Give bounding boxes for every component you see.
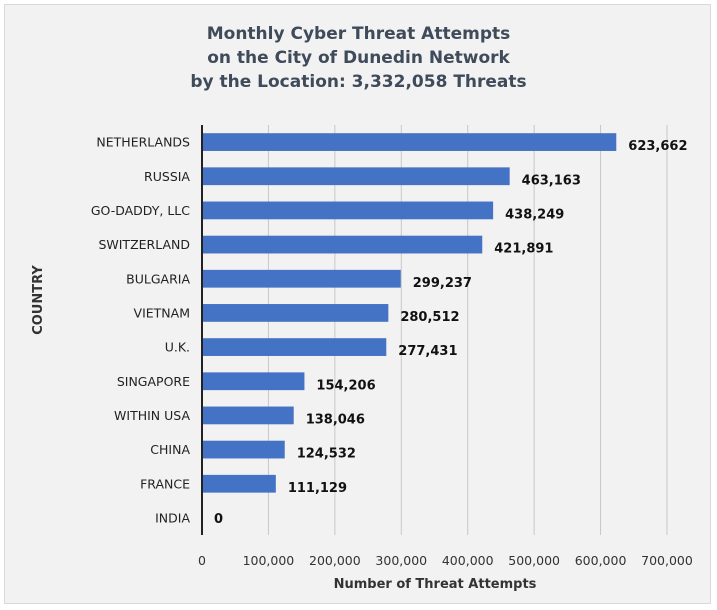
category-label: SINGAPORE bbox=[117, 374, 190, 389]
x-tick-label: 400,000 bbox=[442, 553, 494, 568]
chart-title-line-3: by the Location: 3,332,058 Threats bbox=[190, 72, 527, 92]
value-label: 438,249 bbox=[505, 207, 564, 222]
x-tick-label: 700,000 bbox=[641, 553, 693, 568]
category-label: INDIA bbox=[155, 510, 190, 525]
category-labels: NETHERLANDS RUSSIA GO-DADDY, LLC SWITZERLAN… bbox=[91, 135, 191, 526]
chart-title-line-2: on the City of Dunedin Network bbox=[207, 48, 510, 68]
value-label: 463,163 bbox=[522, 173, 581, 188]
value-label: 111,129 bbox=[288, 481, 347, 496]
x-tick-label: 0 bbox=[198, 553, 206, 568]
category-label: FRANCE bbox=[140, 476, 190, 491]
value-label: 623,662 bbox=[628, 139, 687, 154]
chart-title-line-1: Monthly Cyber Threat Attempts bbox=[206, 24, 511, 44]
category-label: RUSSIA bbox=[144, 169, 190, 184]
value-label: 299,237 bbox=[413, 276, 472, 291]
value-label: 154,206 bbox=[316, 378, 375, 393]
value-label: 280,512 bbox=[400, 310, 459, 325]
category-label: BULGARIA bbox=[126, 271, 190, 286]
bar bbox=[202, 304, 389, 322]
value-labels: 623,662 463,163 438,249 421,891 299,237 280,5… bbox=[214, 139, 688, 527]
chart-title: Monthly Cyber Threat Attempts on the Cit… bbox=[0, 22, 717, 94]
bar bbox=[202, 133, 617, 151]
category-label: NETHERLANDS bbox=[96, 135, 190, 150]
x-tick-label: 600,000 bbox=[575, 553, 627, 568]
value-label: 138,046 bbox=[306, 412, 365, 427]
category-label: GO-DADDY, LLC bbox=[91, 203, 190, 218]
gridlines bbox=[267, 125, 668, 535]
bar bbox=[202, 269, 401, 288]
category-label: CHINA bbox=[150, 442, 190, 457]
category-label: U.K. bbox=[165, 340, 190, 355]
value-label: 0 bbox=[214, 512, 223, 527]
value-label: 421,891 bbox=[494, 242, 553, 257]
x-tick-label: 300,000 bbox=[375, 553, 427, 568]
x-tick-label: 100,000 bbox=[243, 553, 295, 568]
category-label: WITHIN USA bbox=[114, 408, 190, 423]
value-label: 124,532 bbox=[297, 447, 356, 462]
bar bbox=[202, 474, 276, 493]
bar bbox=[202, 440, 285, 459]
category-label: VIETNAM bbox=[134, 305, 190, 320]
chart-frame bbox=[4, 4, 711, 604]
bar bbox=[202, 201, 494, 220]
bar bbox=[202, 235, 483, 254]
category-label: SWITZERLAND bbox=[98, 237, 190, 252]
bar bbox=[202, 338, 387, 356]
bar bbox=[202, 167, 510, 186]
x-tick-label: 500,000 bbox=[508, 553, 560, 568]
x-tick-label: 200,000 bbox=[309, 553, 361, 568]
x-tick-labels: 0 100,000 200,000 300,000 400,000 500,000 600,… bbox=[198, 553, 693, 568]
bar bbox=[202, 406, 294, 425]
y-axis-label: COUNTRY bbox=[31, 265, 46, 335]
bars bbox=[202, 133, 617, 493]
x-axis-label: Number of Threat Attempts bbox=[334, 577, 537, 592]
bar bbox=[202, 372, 305, 391]
value-label: 277,431 bbox=[398, 344, 457, 359]
